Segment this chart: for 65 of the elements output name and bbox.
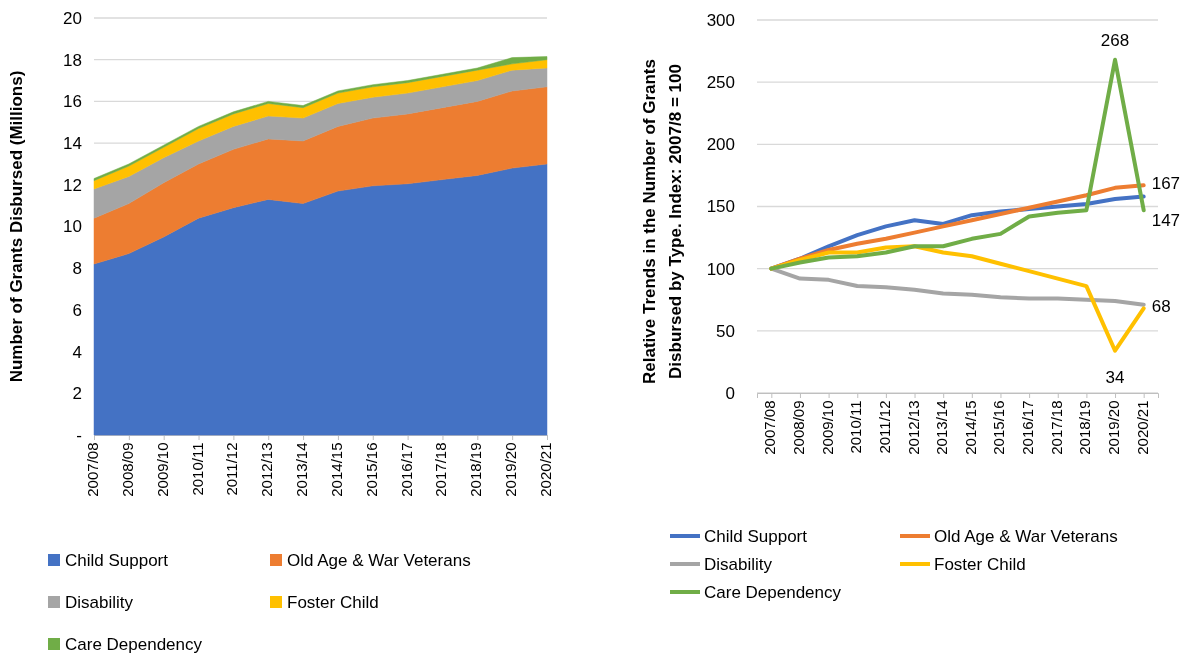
x-tick-label: 2018/19 xyxy=(1076,400,1094,455)
data-label: 34 xyxy=(1105,367,1125,387)
line-series xyxy=(769,266,1146,307)
y-tick-label: 8 xyxy=(72,259,82,279)
x-tick-label: 2012/13 xyxy=(904,400,922,455)
x-tick-label: 2015/16 xyxy=(990,400,1008,455)
legend-label: Care Dependency xyxy=(65,635,203,654)
legend-label: Old Age & War Veterans xyxy=(934,527,1118,546)
y-tick-label: 2 xyxy=(72,384,82,404)
legend-label: Disability xyxy=(704,555,773,574)
y-tick-label: 18 xyxy=(63,50,82,70)
x-tick-label: 2009/10 xyxy=(818,400,836,455)
x-tick-label: 2013/14 xyxy=(933,400,951,455)
y-tick-label: 14 xyxy=(63,134,82,154)
x-tick-label: 2013/14 xyxy=(293,442,311,497)
data-label: 147 xyxy=(1151,211,1181,231)
y-tick-label: - xyxy=(76,425,82,445)
x-tick-label: 2019/20 xyxy=(502,442,520,497)
legend-label: Old Age & War Veterans xyxy=(287,551,471,570)
x-tick-label: 2015/16 xyxy=(362,442,380,497)
y-tick-label: 300 xyxy=(706,10,735,30)
line-series xyxy=(769,57,1146,271)
legend-label: Foster Child xyxy=(934,555,1026,574)
x-tick-label: 2016/17 xyxy=(397,442,415,497)
y-tick-label: 50 xyxy=(716,321,735,341)
x-tick-label: 2008/09 xyxy=(789,400,807,455)
x-tick-label: 2008/09 xyxy=(118,442,136,497)
y-tick-label: 200 xyxy=(706,135,735,155)
legend-label: Disability xyxy=(65,593,134,612)
y-tick-label: 20 xyxy=(63,8,82,28)
y-tick-label: 0 xyxy=(725,383,735,403)
y-tick-label: 100 xyxy=(706,259,735,279)
x-tick-label: 2010/11 xyxy=(847,400,865,454)
x-tick-label: 2014/15 xyxy=(327,442,345,497)
x-tick-label: 2017/18 xyxy=(1047,400,1065,455)
legend-label: Foster Child xyxy=(287,593,379,612)
y-axis-title: Relative Trends in the Number of Grants Disbursed by Type. Index: 2007/8 = 100 xyxy=(640,59,686,384)
y-tick-label: 150 xyxy=(706,197,735,217)
x-tick-label: 2007/08 xyxy=(761,400,779,455)
x-tick-label: 2020/21 xyxy=(1133,400,1151,455)
legend-label: Child Support xyxy=(65,551,169,570)
legend-label: Child Support xyxy=(704,527,808,546)
x-tick-label: 2007/08 xyxy=(84,442,101,497)
data-label: 68 xyxy=(1151,297,1171,317)
y-tick-label: 6 xyxy=(72,300,82,320)
x-tick-label: 2019/20 xyxy=(1105,400,1123,455)
x-tick-label: 2009/10 xyxy=(153,442,171,497)
data-label: 268 xyxy=(1100,30,1130,50)
x-tick-label: 2017/18 xyxy=(432,442,450,497)
x-tick-label: 2011/12 xyxy=(223,442,241,496)
x-tick-label: 2020/21 xyxy=(537,442,554,497)
y-tick-label: 12 xyxy=(63,175,82,195)
data-label: 167 xyxy=(1151,174,1181,194)
x-tick-label: 2012/13 xyxy=(258,442,276,497)
y-axis-title: Number of Grants Disbursed (Millions) xyxy=(7,70,26,383)
y-tick-label: 250 xyxy=(706,73,735,93)
legend-label: Care Dependency xyxy=(704,583,842,602)
y-tick-label: 4 xyxy=(72,342,82,362)
y-tick-label: 16 xyxy=(63,92,82,112)
x-tick-label: 2010/11 xyxy=(188,442,206,496)
x-tick-label: 2018/19 xyxy=(467,442,485,497)
x-tick-label: 2011/12 xyxy=(875,400,893,454)
x-tick-label: 2016/17 xyxy=(1019,400,1037,455)
y-tick-label: 10 xyxy=(63,217,82,237)
x-tick-label: 2014/15 xyxy=(961,400,979,455)
